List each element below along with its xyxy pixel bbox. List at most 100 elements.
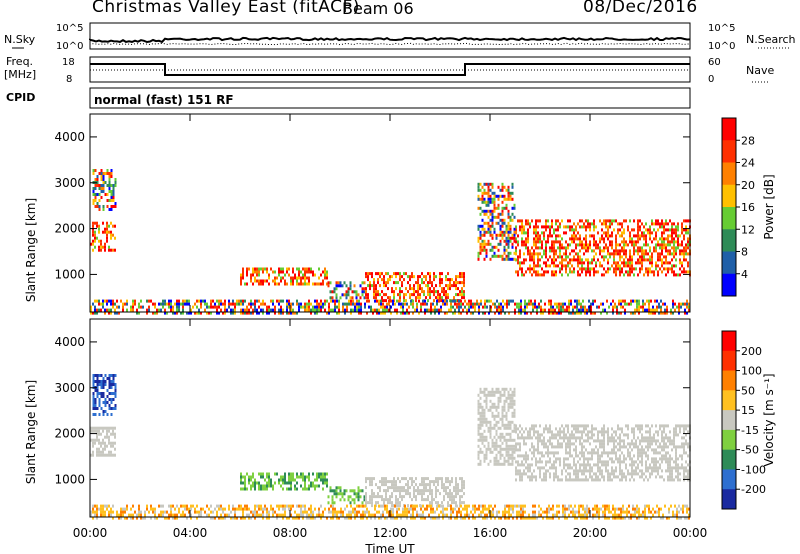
scatter-cell <box>463 501 465 505</box>
scatter-cell <box>302 472 304 476</box>
scatter-cell <box>238 507 240 511</box>
scatter-cell <box>454 516 456 520</box>
scatter-cell <box>252 513 254 517</box>
scatter-cell <box>503 230 506 234</box>
scatter-cell <box>629 442 631 446</box>
scatter-cell <box>106 230 108 234</box>
scatter-cell <box>641 445 643 449</box>
scatter-cell <box>577 478 579 482</box>
scatter-cell <box>276 282 278 286</box>
scatter-cell <box>385 281 387 285</box>
scatter-cell <box>393 272 395 276</box>
scatter-cell <box>637 222 639 226</box>
scatter-cell <box>509 251 512 255</box>
scatter-cell <box>545 219 547 223</box>
scatter-cell <box>678 305 680 309</box>
scatter-cell <box>458 299 460 303</box>
scatter-cell <box>320 299 322 303</box>
scatter-cell <box>585 457 587 461</box>
scatter-cell <box>533 243 535 247</box>
scatter-cell <box>210 311 212 315</box>
scatter-cell <box>545 261 547 265</box>
scatter-cell <box>676 507 678 511</box>
scatter-cell <box>591 478 593 482</box>
scatter-cell <box>284 478 286 482</box>
scatter-cell <box>452 311 454 315</box>
scatter-cell <box>584 516 586 520</box>
scatter-cell <box>484 311 486 315</box>
scatter-cell <box>154 302 156 306</box>
scatter-cell <box>509 236 512 240</box>
scatter-cell <box>485 191 488 195</box>
scatter-cell <box>636 299 638 303</box>
scatter-cell <box>98 299 100 303</box>
scatter-cell <box>518 305 520 309</box>
scatter-cell <box>496 299 498 303</box>
scatter-cell <box>549 228 551 232</box>
scatter-cell <box>517 454 519 458</box>
scatter-cell <box>208 311 210 315</box>
scatter-cell <box>339 281 342 285</box>
scatter-cell <box>551 433 553 437</box>
scatter-cell <box>569 472 571 476</box>
scatter-cell <box>514 311 516 315</box>
scatter-cell <box>613 436 615 440</box>
scatter-cell <box>553 231 555 235</box>
scatter-cell <box>493 203 496 207</box>
scatter-cell <box>510 299 512 303</box>
scatter-cell <box>310 484 312 488</box>
scatter-cell <box>663 237 665 241</box>
scatter-cell <box>657 264 659 268</box>
scatter-cell <box>613 255 615 259</box>
scatter-cell <box>617 228 619 232</box>
scatter-cell <box>491 221 494 225</box>
scatter-cell <box>108 407 111 410</box>
scatter-cell <box>327 495 330 499</box>
scatter-cell <box>597 231 599 235</box>
scatter-cell <box>611 457 613 461</box>
scatter-cell <box>659 222 661 226</box>
scatter-cell <box>559 267 561 271</box>
scatter-cell <box>483 188 486 192</box>
scatter-cell <box>633 454 635 458</box>
scatter-cell <box>665 454 667 458</box>
scatter-cell <box>270 299 272 303</box>
scatter-cell <box>144 516 146 520</box>
scatter-cell <box>92 311 94 315</box>
scatter-cell <box>539 234 541 238</box>
scatter-cell <box>673 252 675 256</box>
scatter-cell <box>687 240 689 244</box>
scatter-cell <box>586 308 588 312</box>
scatter-cell <box>423 498 425 502</box>
scatter-cell <box>595 243 597 247</box>
scatter-cell <box>260 504 262 508</box>
scatter-cell <box>318 484 320 488</box>
scatter-cell <box>515 240 517 244</box>
scatter-cell <box>687 231 689 235</box>
scatter-cell <box>559 442 561 446</box>
scatter-cell <box>166 516 168 520</box>
scatter-cell <box>240 481 242 485</box>
scatter-cell <box>386 302 388 306</box>
scatter-cell <box>554 308 556 312</box>
scatter-cell <box>671 222 673 226</box>
scatter-cell <box>603 451 605 455</box>
scatter-cell <box>519 430 521 434</box>
scatter-cell <box>561 442 563 446</box>
scatter-cell <box>268 282 270 286</box>
scatter-cell <box>601 454 603 458</box>
scatter-cell <box>501 236 504 240</box>
scatter-cell <box>665 243 667 247</box>
scatter-cell <box>542 516 544 520</box>
scatter-cell <box>190 516 192 520</box>
scatter-cell <box>593 255 595 259</box>
scatter-cell <box>591 451 593 455</box>
scatter-cell <box>396 311 398 315</box>
scatter-cell <box>603 442 605 446</box>
scatter-cell <box>216 513 218 517</box>
scatter-cell <box>571 228 573 232</box>
scatter-cell <box>549 427 551 431</box>
scatter-cell <box>533 475 535 479</box>
scatter-cell <box>620 311 622 315</box>
scatter-cell <box>499 218 502 222</box>
